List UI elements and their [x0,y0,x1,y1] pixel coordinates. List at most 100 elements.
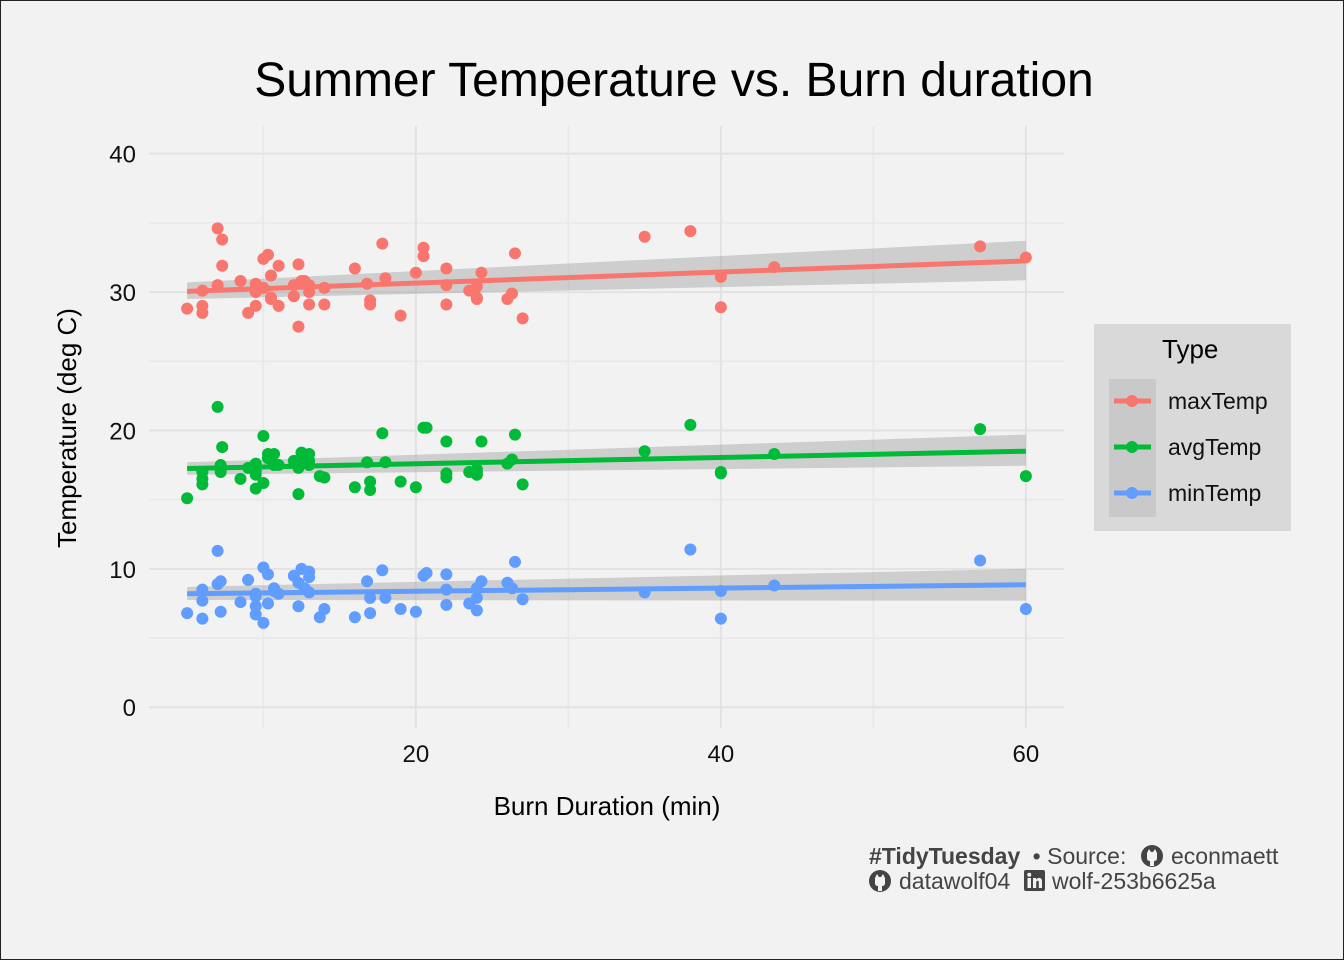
data-point-minTemp [303,571,316,584]
y-tick-label: 40 [109,142,136,169]
data-point-minTemp [261,568,274,581]
data-point-maxTemp [216,233,229,246]
data-point-avgTemp [684,418,697,431]
legend-key-point-minTemp [1126,487,1138,499]
data-point-avgTemp [234,472,247,485]
legend-label-minTemp: minTemp [1168,480,1261,506]
data-point-maxTemp [714,301,727,314]
data-point-maxTemp [684,225,697,238]
caption-line-1: #TidyTuesday • Source: [869,843,1126,869]
data-point-avgTemp [440,435,453,448]
legend-title: Type [1162,334,1218,364]
data-point-minTemp [214,605,227,618]
data-point-avgTemp [268,447,281,460]
data-point-maxTemp [379,272,392,285]
data-point-maxTemp [249,299,262,312]
legend-key-point-avgTemp [1126,441,1138,453]
data-point-maxTemp [516,312,529,325]
data-point-minTemp [364,591,377,604]
data-point-maxTemp [417,250,430,263]
data-point-minTemp [516,593,529,606]
data-point-minTemp [470,604,483,617]
data-point-maxTemp [348,262,361,275]
data-point-maxTemp [394,309,407,322]
data-point-minTemp [211,544,224,557]
data-point-minTemp [292,600,305,613]
data-point-avgTemp [318,471,331,484]
data-point-maxTemp [303,298,316,311]
data-point-minTemp [1019,602,1032,615]
data-point-avgTemp [181,492,194,505]
data-point-minTemp [249,600,262,613]
fit-line-minTemp [187,582,1026,597]
data-point-avgTemp [470,468,483,481]
grid [149,126,1064,728]
data-point-maxTemp [181,302,194,315]
data-point-maxTemp [440,262,453,275]
data-point-maxTemp [234,274,247,287]
data-point-minTemp [440,568,453,581]
data-point-maxTemp [265,291,277,304]
data-point-minTemp [470,591,483,604]
data-point-avgTemp [714,467,727,480]
data-point-maxTemp [287,290,300,303]
data-point-maxTemp [470,280,483,293]
data-point-avgTemp [475,435,488,448]
data-point-maxTemp [196,299,209,312]
caption: #TidyTuesday • Source: econmaett datawol… [869,843,1279,894]
data-point-avgTemp [292,488,305,501]
data-point-maxTemp [292,320,305,333]
caption-hashtag: #TidyTuesday [869,843,1020,869]
fit-line-maxTemp [187,258,1026,294]
data-point-avgTemp [409,481,422,494]
caption-source-prefix: • Source: [1033,843,1127,869]
data-point-minTemp [242,573,255,586]
data-point-maxTemp [364,298,377,311]
data-point-maxTemp [376,237,389,250]
data-point-avgTemp [516,478,529,491]
y-axis-label: Temperature (deg C) [52,308,82,548]
data-point-maxTemp [318,298,331,311]
data-point-avgTemp [364,483,377,496]
data-point-maxTemp [409,266,422,279]
data-point-minTemp [409,605,422,618]
data-point-avgTemp [974,423,987,436]
data-point-maxTemp [470,292,483,305]
data-point-avgTemp [216,441,229,454]
data-point-avgTemp [420,421,433,434]
data-point-minTemp [509,555,521,568]
data-point-avgTemp [638,445,651,458]
data-point-avgTemp [348,481,361,494]
legend: Type maxTemp avgTemp minTemp [1094,324,1291,531]
data-point-maxTemp [638,230,651,243]
data-point-minTemp [420,567,433,580]
caption-source-handle: econmaett [1171,843,1279,869]
data-point-minTemp [181,607,194,620]
data-point-minTemp [196,594,209,607]
data-point-avgTemp [364,475,377,488]
data-point-minTemp [684,543,697,556]
data-point-maxTemp [475,266,488,279]
legend-label-maxTemp: maxTemp [1168,388,1268,414]
data-point-minTemp [376,564,389,577]
y-tick-label: 0 [123,695,136,722]
data-point-maxTemp [216,259,229,272]
data-point-maxTemp [505,287,518,300]
github-icon [869,870,891,892]
x-tick-label: 60 [1013,741,1040,768]
data-point-avgTemp [1019,470,1032,483]
fit-lines [187,258,1026,597]
data-point-maxTemp [417,241,430,254]
data-point-avgTemp [249,468,262,481]
data-point-maxTemp [272,299,285,312]
data-point-minTemp [974,554,987,567]
x-tick-label: 20 [403,741,430,768]
data-point-minTemp [196,612,209,625]
caption-author-github: datawolf04 [899,868,1010,894]
x-tick-label: 40 [708,741,735,768]
caption-author-linkedin: wolf-253b6625a [1051,868,1216,894]
data-point-maxTemp [292,258,305,271]
fit-line-avgTemp [187,448,1026,472]
